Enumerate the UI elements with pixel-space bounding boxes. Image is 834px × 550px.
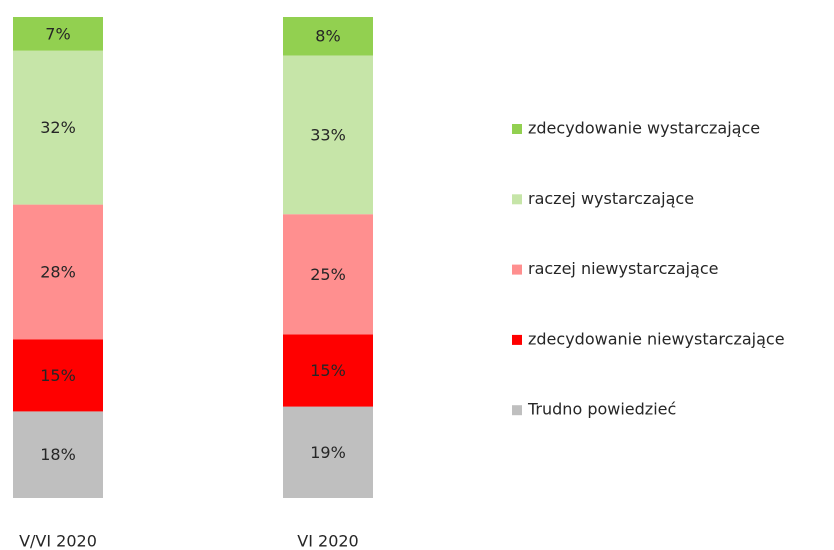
bar-segment [13,411,103,498]
bar-segment [13,339,103,412]
data-label: 28% [40,262,76,281]
data-label: 15% [310,361,346,380]
data-label: 32% [40,118,76,137]
bar-segment [283,406,373,498]
legend-swatch [512,124,522,134]
x-tick-label: V/VI 2020 [19,532,97,550]
legend-label: raczej wystarczające [528,189,694,208]
bar-segment [283,17,373,56]
data-label: 7% [45,24,70,43]
legend-label: Trudno powiedzieć [527,400,676,419]
x-tick-label: VI 2020 [297,532,358,550]
bar-segment [13,50,103,205]
legend-swatch [512,264,522,275]
legend-swatch [512,334,522,345]
legend-label: zdecydowanie niewystarczające [528,329,785,348]
bar-segment [283,214,373,335]
data-label: 19% [310,443,346,462]
legend-label: zdecydowanie wystarczające [528,119,760,138]
data-label: 15% [40,366,76,385]
bar-segment [283,55,373,215]
data-label: 18% [40,445,76,464]
data-label: 25% [310,265,346,284]
legend-swatch [512,194,522,205]
data-label: 33% [310,125,346,144]
bar-segment [13,17,103,51]
data-label: 8% [315,27,340,46]
legend-swatch [512,405,522,416]
bar-segment [13,204,103,340]
bar-segment [283,334,373,407]
legend-label: raczej niewystarczające [528,259,718,278]
